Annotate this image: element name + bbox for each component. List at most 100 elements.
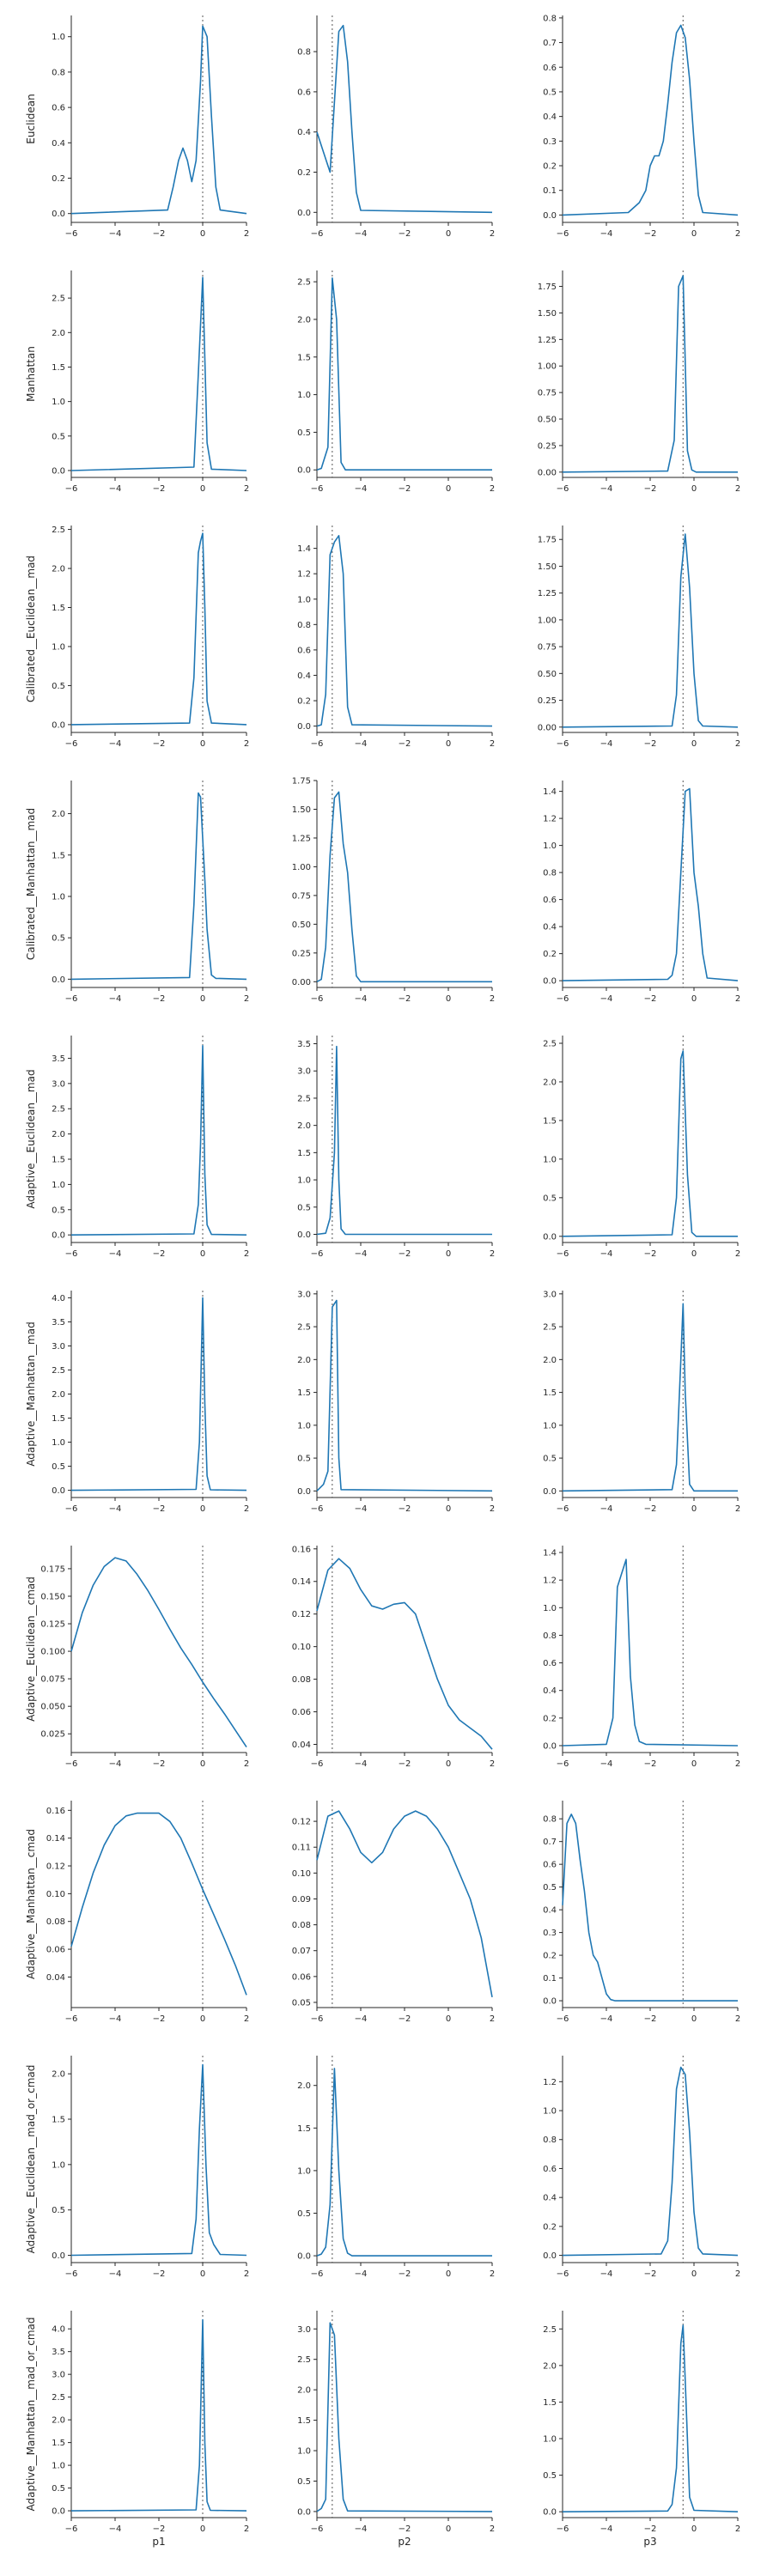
y-tick-label: 0.50 (292, 920, 311, 930)
x-tick-label: −6 (65, 2014, 78, 2024)
x-tick-label: −2 (399, 1504, 411, 1514)
subplot-7-p2: −6 −4 −2 0 2 0.04 0.06 0.08 0.10 0.12 0.14 0.16 (292, 1545, 495, 1769)
subplot-9-p2: −6 −4 −2 0 2 0.0 0.5 1.0 1.5 2.0 (297, 2056, 495, 2279)
y-tick-label: 0.0 (52, 975, 65, 985)
y-tick-label: 1.0 (52, 2160, 65, 2170)
x-tick-label: −2 (153, 2524, 166, 2534)
x-tick-label: −6 (311, 739, 324, 749)
x-tick-label: −6 (557, 484, 569, 494)
y-tick-label: 0.5 (543, 1883, 557, 1893)
x-tick-label: 2 (735, 739, 740, 749)
y-tick-label: 1.5 (297, 2416, 311, 2426)
row-label: Calibrated__Euclidean__mad (25, 556, 37, 702)
y-tick-label: 3.0 (297, 1290, 311, 1299)
y-tick-label: 0.08 (46, 1917, 65, 1927)
y-tick-label: 0.2 (297, 168, 311, 178)
y-tick-label: 0.6 (52, 104, 65, 113)
x-tick-label: −6 (311, 1249, 324, 1259)
x-tick-label: 0 (446, 739, 451, 749)
subplot-10-p1: −6 −4 −2 0 2 0.0 0.5 1.0 1.5 2.0 2.5 3.0 3.5 4.0 p1 (52, 2311, 249, 2548)
y-tick-label: 0.06 (46, 1946, 65, 1955)
y-tick-label: 2.5 (297, 1094, 311, 1103)
density-curve (316, 1810, 493, 1998)
x-tick-label: 0 (691, 994, 697, 1004)
x-tick-label: 2 (490, 994, 495, 1004)
y-tick-label: 0.4 (543, 1686, 557, 1696)
y-tick-label: 3.0 (52, 2371, 65, 2380)
y-tick-label: 0.0 (543, 1997, 557, 2007)
y-tick-label: 0.4 (543, 923, 557, 933)
y-tick-label: 0.8 (543, 869, 557, 878)
y-tick-label: 0.00 (538, 723, 557, 732)
x-tick-label: −2 (399, 2269, 411, 2279)
x-tick-label: 2 (490, 2269, 495, 2279)
y-tick-label: 3.5 (52, 1054, 65, 1064)
y-tick-label: 1.0 (297, 1421, 311, 1431)
y-tick-label: 1.0 (297, 391, 311, 400)
x-tick-label: −2 (399, 484, 411, 494)
density-curve (316, 24, 493, 214)
y-tick-label: 0.3 (543, 137, 557, 147)
y-tick-label: 0.6 (297, 646, 311, 655)
x-tick-label: 2 (244, 739, 249, 749)
y-tick-label: 1.0 (297, 1176, 311, 1186)
y-tick-label: 1.5 (543, 1388, 557, 1398)
y-tick-label: 0.0 (543, 2508, 557, 2518)
y-tick-label: 0.5 (543, 2471, 557, 2481)
y-tick-label: 1.4 (543, 787, 557, 797)
y-tick-label: 1.5 (52, 604, 65, 613)
subplot-10-p3: −6 −4 −2 0 2 0.0 0.5 1.0 1.5 2.0 2.5 p3 (543, 2311, 740, 2548)
x-tick-label: −2 (644, 1504, 657, 1514)
y-tick-label: 2.5 (543, 1323, 557, 1333)
y-tick-label: 0.12 (292, 1818, 311, 1827)
x-tick-label: 2 (244, 1504, 249, 1514)
y-tick-label: 0.5 (543, 1455, 557, 1464)
x-tick-label: −4 (109, 1759, 122, 1769)
x-tick-label: −4 (600, 739, 613, 749)
y-tick-label: 2.0 (52, 810, 65, 819)
y-tick-label: 0.0 (52, 466, 65, 476)
x-tick-label: 0 (446, 1759, 451, 1769)
subplot-5-p2: −6 −4 −2 0 2 0.0 0.5 1.0 1.5 2.0 2.5 3.0 3.5 (297, 1036, 495, 1259)
y-tick-label: 0.6 (543, 2165, 557, 2174)
y-tick-label: 0.5 (297, 428, 311, 438)
x-tick-label: 2 (735, 994, 740, 1004)
y-tick-label: 1.2 (543, 1577, 557, 1586)
y-tick-label: 0.4 (543, 1906, 557, 1916)
x-tick-label: 2 (490, 1249, 495, 1259)
x-tick-label: −6 (65, 1504, 78, 1514)
y-tick-label: 0.7 (543, 1838, 557, 1847)
x-tick-label: 0 (200, 2524, 205, 2534)
x-tick-label: −4 (109, 739, 122, 749)
y-tick-label: 1.0 (543, 2435, 557, 2445)
x-tick-label: −2 (153, 2014, 166, 2024)
y-tick-label: 0.5 (297, 1203, 311, 1212)
y-tick-label: 1.5 (543, 1116, 557, 1126)
y-tick-label: 0.04 (46, 1973, 65, 1983)
y-tick-label: 0.0 (543, 211, 557, 221)
density-curve (562, 24, 739, 216)
density-curve (562, 2324, 739, 2512)
y-tick-label: 2.5 (297, 2355, 311, 2365)
y-tick-label: 0.09 (292, 1895, 311, 1905)
x-tick-label: −4 (355, 2524, 368, 2534)
y-tick-label: 0.2 (543, 1714, 557, 1723)
x-tick-label: −6 (311, 2014, 324, 2024)
y-tick-label: 0.5 (52, 1206, 65, 1215)
y-tick-label: 1.5 (543, 2398, 557, 2408)
x-tick-label: −4 (109, 2269, 122, 2279)
x-tick-label: −6 (557, 2524, 569, 2534)
y-tick-label: 0.0 (52, 1486, 65, 1496)
y-tick-label: 0.8 (297, 48, 311, 58)
x-tick-label: −2 (399, 739, 411, 749)
x-tick-label: −6 (557, 994, 569, 1004)
y-tick-label: 1.5 (297, 353, 311, 362)
y-tick-label: 0.00 (538, 468, 557, 477)
y-tick-label: 1.5 (52, 1414, 65, 1424)
x-tick-label: −2 (153, 1504, 166, 1514)
density-curve (70, 25, 247, 215)
x-tick-label: 2 (244, 2014, 249, 2024)
y-tick-label: 0.3 (543, 1929, 557, 1938)
y-tick-label: 1.0 (543, 1421, 557, 1431)
y-tick-label: 1.50 (538, 562, 557, 572)
